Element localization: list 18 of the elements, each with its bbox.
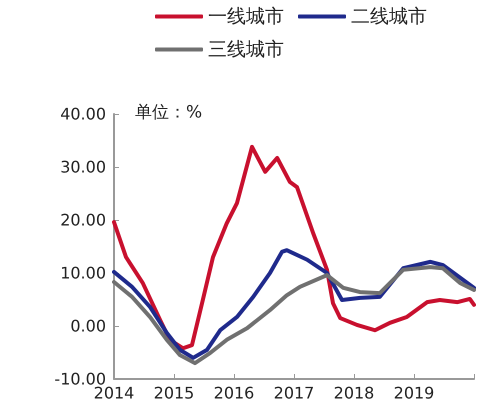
line-series <box>112 265 476 366</box>
x-tick-label: 2017 <box>274 384 314 402</box>
y-tick-label: 30.00 <box>60 158 106 176</box>
legend-label: 三线城市 <box>208 38 284 60</box>
line-series <box>112 144 476 350</box>
x-tick-label: 2016 <box>214 384 254 402</box>
legend-label: 二线城市 <box>351 6 427 28</box>
y-tick-label: 0.00 <box>70 316 106 336</box>
x-tick-label: 2015 <box>154 384 194 402</box>
y-tick-label: 10.00 <box>60 264 106 282</box>
legend-label: 一线城市 <box>208 6 284 28</box>
x-tick-label: 2019 <box>394 384 434 402</box>
y-tick-label: 40.00 <box>60 104 106 124</box>
line-series <box>112 248 476 360</box>
annotation: 单位：% <box>135 102 202 122</box>
y-tick-label: 20.00 <box>60 210 106 230</box>
x-tick-label: 2018 <box>334 384 374 402</box>
x-tick-label: 2014 <box>94 384 134 402</box>
